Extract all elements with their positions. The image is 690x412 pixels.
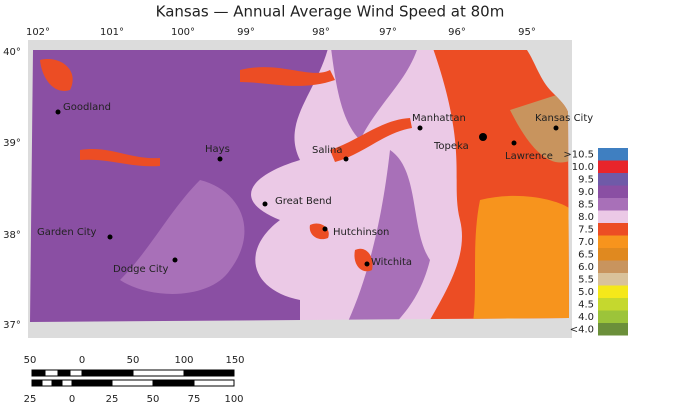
- legend-swatch: [598, 223, 628, 236]
- legend-label: 7.0: [578, 237, 594, 248]
- legend-swatch: [598, 173, 628, 186]
- city-dot: [107, 234, 113, 240]
- legend-swatch: [598, 198, 628, 211]
- latitude-label: 40°: [3, 47, 21, 58]
- city-label: Salina: [312, 145, 343, 156]
- legend-label: 6.0: [578, 262, 594, 273]
- longitude-label: 99°: [237, 27, 255, 38]
- scale-label-km: 75: [188, 394, 201, 405]
- city-label: Topeka: [433, 141, 469, 152]
- legend-swatch: [598, 285, 628, 298]
- scale-label-km: 100: [224, 394, 243, 405]
- city-dot: [172, 257, 178, 263]
- longitude-label: 95°: [518, 27, 536, 38]
- legend-label: 9.0: [578, 187, 594, 198]
- latitude-label: 37°: [3, 320, 21, 331]
- city-label: Witchita: [371, 257, 412, 268]
- city-dot: [417, 125, 423, 131]
- latitude-label: 38°: [3, 230, 21, 241]
- city-label: Kansas City: [535, 113, 593, 124]
- scale-label-km: 0: [69, 394, 75, 405]
- legend-swatch: [598, 235, 628, 248]
- legend-swatch: [598, 260, 628, 273]
- city-label: Manhattan: [412, 113, 466, 124]
- legend-label: 8.5: [578, 200, 594, 211]
- legend-label: 6.5: [578, 250, 594, 261]
- city-dot: [364, 261, 370, 267]
- legend-swatch: [598, 210, 628, 223]
- longitude-label: 101°: [100, 27, 124, 38]
- city-dot: [511, 140, 517, 146]
- city-dot: [343, 156, 349, 162]
- legend-label: 10.0: [572, 162, 594, 173]
- city-dot: [217, 156, 223, 162]
- city-dot: [553, 125, 559, 131]
- scale-label-km: 25: [24, 394, 37, 405]
- legend-swatch: [598, 248, 628, 261]
- legend-label: 8.0: [578, 212, 594, 223]
- scale-bars: [31, 369, 235, 387]
- legend-label: 4.0: [578, 312, 594, 323]
- legend-swatch: [598, 298, 628, 311]
- longitude-labels: 102° 101° 100° 99° 98° 97° 96° 95°: [26, 27, 536, 38]
- legend-label: 4.5: [578, 300, 594, 311]
- legend-swatch: [598, 323, 628, 336]
- title: Kansas — Annual Average Wind Speed at 80…: [156, 3, 505, 21]
- legend-swatch: [598, 185, 628, 198]
- city-label: Hutchinson: [333, 227, 389, 238]
- legend-swatch: [598, 148, 628, 161]
- latitude-labels: 40° 39° 38° 37°: [3, 47, 21, 331]
- legend-swatch: [598, 273, 628, 286]
- scale-labels: 50 0 50 100 150 25 0 25 50 75 100: [24, 355, 245, 405]
- city-dot: [55, 109, 61, 115]
- city-label: Great Bend: [275, 196, 332, 207]
- city-label: Goodland: [63, 102, 111, 113]
- city-label: Dodge City: [113, 264, 169, 275]
- city-label: Lawrence: [505, 151, 553, 162]
- scale-label-miles: 50: [127, 355, 140, 366]
- legend-label: >10.5: [563, 150, 594, 161]
- longitude-label: 97°: [379, 27, 397, 38]
- city-label: Garden City: [37, 227, 97, 238]
- scale-label-miles: 50: [24, 355, 37, 366]
- legend-label: 5.5: [578, 275, 594, 286]
- scale-label-miles: 0: [79, 355, 85, 366]
- wind-map: [30, 50, 569, 322]
- city-dot: [262, 201, 268, 207]
- scale-label-km: 25: [106, 394, 119, 405]
- city-dot: [479, 133, 487, 141]
- longitude-label: 98°: [312, 27, 330, 38]
- legend-label: 9.5: [578, 175, 594, 186]
- city-label: Hays: [205, 144, 230, 155]
- scale-label-miles: 100: [174, 355, 193, 366]
- longitude-label: 100°: [171, 27, 195, 38]
- latitude-label: 39°: [3, 138, 21, 149]
- scale-label-miles: 150: [225, 355, 244, 366]
- longitude-label: 102°: [26, 27, 50, 38]
- legend-label: 7.5: [578, 225, 594, 236]
- cities: Goodland Hays Salina Manhattan Topeka Lawrenc…: [37, 102, 593, 275]
- legend-swatch: [598, 160, 628, 173]
- scale-label-km: 50: [147, 394, 160, 405]
- legend-label: <4.0: [570, 325, 594, 336]
- legend-label: 5.0: [578, 287, 594, 298]
- legend-swatch: [598, 310, 628, 323]
- city-dot: [322, 226, 328, 232]
- longitude-label: 96°: [448, 27, 466, 38]
- legend: >10.510.0 9.59.0 8.58.0 7.57.0 6.56.0 5.55.0 4…: [563, 148, 628, 336]
